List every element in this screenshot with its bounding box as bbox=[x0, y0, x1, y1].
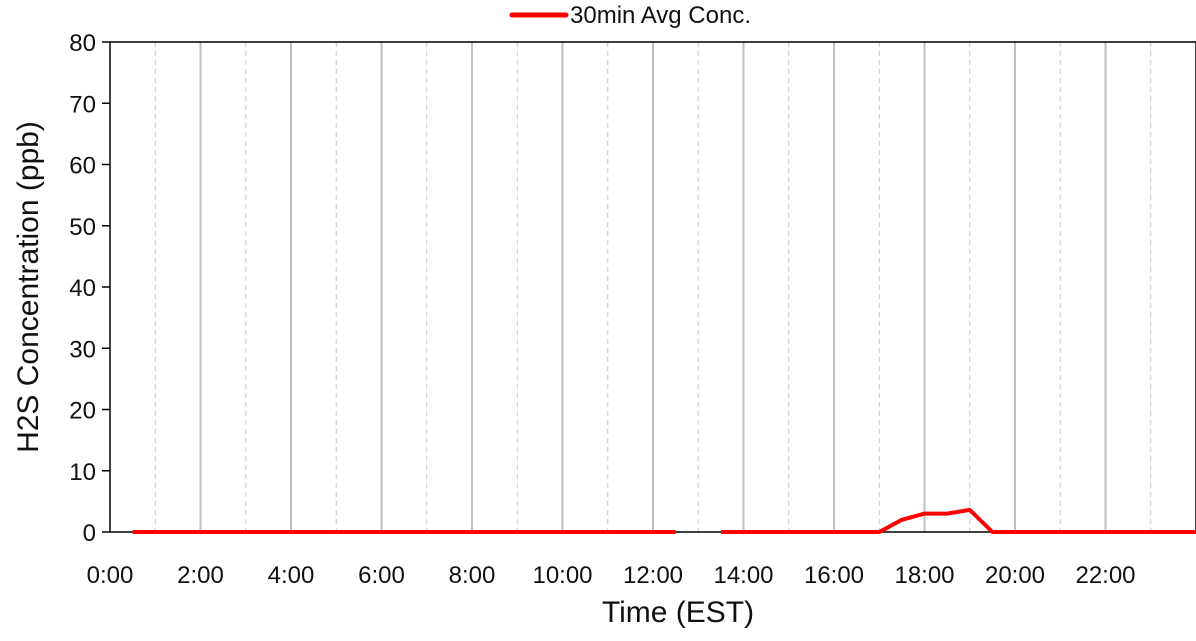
x-tick-label: 18:00 bbox=[894, 562, 954, 589]
y-tick-label: 30 bbox=[69, 336, 96, 363]
x-tick-label: 8:00 bbox=[449, 562, 496, 589]
x-tick-label: 22:00 bbox=[1075, 562, 1135, 589]
x-tick-label: 20:00 bbox=[985, 562, 1045, 589]
x-tick-label: 10:00 bbox=[532, 562, 592, 589]
y-tick-labels: 0 10 20 30 40 50 60 70 80 bbox=[69, 30, 110, 547]
x-tick-label: 16:00 bbox=[804, 562, 864, 589]
y-tick-label: 60 bbox=[69, 153, 96, 180]
grid-layer bbox=[154, 42, 1152, 532]
x-tick-label: 12:00 bbox=[623, 562, 683, 589]
y-tick-label: 80 bbox=[69, 30, 96, 57]
y-tick-label: 0 bbox=[83, 520, 96, 547]
y-tick-label: 70 bbox=[69, 91, 96, 118]
x-tick-label: 0:00 bbox=[87, 562, 134, 589]
x-axis-title: Time (EST) bbox=[602, 596, 754, 629]
x-tick-label: 14:00 bbox=[713, 562, 773, 589]
y-tick-label: 10 bbox=[69, 459, 96, 486]
x-tick-label: 4:00 bbox=[268, 562, 315, 589]
y-tick-label: 50 bbox=[69, 214, 96, 241]
y-tick-label: 40 bbox=[69, 275, 96, 302]
series-line bbox=[720, 507, 1196, 534]
x-tick-label: 2:00 bbox=[177, 562, 224, 589]
y-tick-label: 20 bbox=[69, 398, 96, 425]
series-layer bbox=[132, 507, 1196, 534]
x-tick-label: 6:00 bbox=[358, 562, 405, 589]
x-tick-labels: 0:00 2:00 4:00 6:00 8:00 10:00 12:00 14:00 16:00… bbox=[87, 562, 1136, 589]
y-axis-title: H2S Concentration (ppb) bbox=[12, 121, 45, 453]
legend: 30min Avg Conc. bbox=[509, 2, 751, 29]
legend-label: 30min Avg Conc. bbox=[570, 2, 751, 29]
